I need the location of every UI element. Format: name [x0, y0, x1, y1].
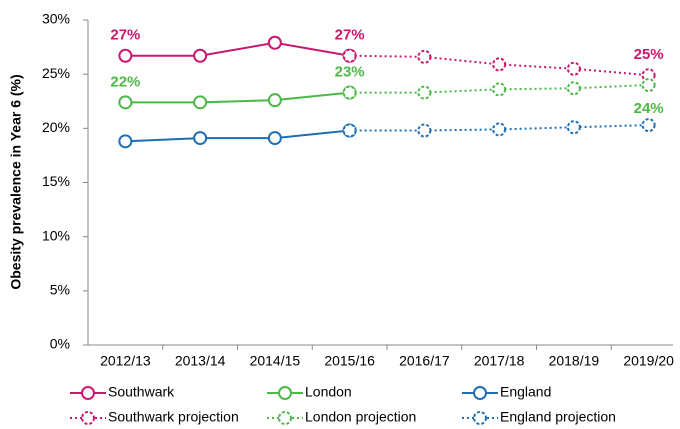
data-label: 22% — [110, 73, 140, 90]
point — [641, 68, 656, 83]
point — [118, 95, 133, 110]
series-line — [125, 41, 350, 57]
data-label: 25% — [634, 46, 664, 63]
legend-marker — [81, 411, 95, 425]
x-tick-label: 2018/19 — [549, 353, 600, 369]
y-tick-label: 25% — [42, 65, 70, 81]
point — [193, 95, 208, 110]
data-label: 27% — [110, 27, 140, 44]
point — [417, 49, 432, 64]
x-tick-label: 2012/13 — [100, 353, 151, 369]
y-tick-label: 10% — [42, 227, 70, 243]
point — [267, 35, 282, 50]
point — [492, 82, 507, 97]
point — [566, 61, 581, 76]
data-label: 23% — [335, 64, 365, 81]
point — [492, 57, 507, 72]
point — [193, 131, 208, 146]
point — [342, 48, 357, 63]
point — [342, 123, 357, 138]
point — [641, 118, 656, 133]
series-line — [125, 91, 350, 104]
point — [492, 122, 507, 137]
y-axis-label: Obesity prevalence in Year 6 (%) — [8, 74, 24, 289]
point — [566, 120, 581, 135]
legend-label: England projection — [500, 409, 616, 425]
x-tick-label: 2019/20 — [623, 353, 674, 369]
legend-marker — [278, 386, 292, 400]
point — [641, 78, 656, 92]
y-tick-label: 30% — [42, 11, 70, 27]
x-tick-label: 2016/17 — [399, 353, 450, 369]
legend-marker — [473, 411, 487, 425]
legend-marker — [473, 386, 487, 400]
y-tick-label: 5% — [50, 282, 70, 298]
legend-label: London — [305, 384, 352, 400]
point — [118, 48, 133, 63]
y-tick-label: 15% — [42, 173, 70, 189]
data-label: 27% — [335, 27, 365, 44]
x-tick-label: 2017/18 — [474, 353, 525, 369]
series-line — [125, 129, 350, 143]
point — [267, 131, 282, 146]
point — [267, 93, 282, 108]
y-tick-label: 20% — [42, 119, 70, 135]
point — [566, 81, 581, 96]
legend-label: London projection — [305, 409, 416, 425]
legend-marker — [278, 411, 292, 425]
point — [417, 123, 432, 138]
x-tick-label: 2015/16 — [324, 353, 375, 369]
data-label: 24% — [634, 100, 664, 117]
point — [342, 85, 357, 100]
x-tick-label: 2014/15 — [250, 353, 301, 369]
point — [417, 85, 432, 100]
y-tick-label: 0% — [50, 336, 70, 352]
point — [118, 134, 133, 149]
legend-marker — [81, 386, 95, 400]
x-tick-label: 2013/14 — [175, 353, 226, 369]
point — [193, 48, 208, 63]
legend-label: Southwark — [108, 384, 175, 400]
legend-label: Southwark projection — [108, 409, 239, 425]
legend-label: England — [500, 384, 551, 400]
